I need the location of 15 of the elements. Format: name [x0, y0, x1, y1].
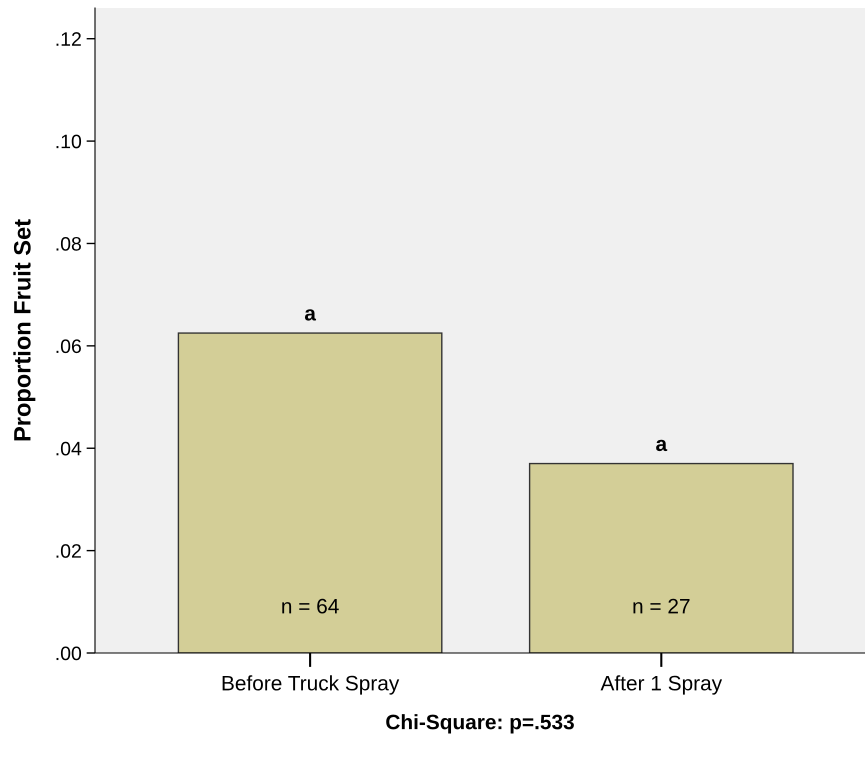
x-axis-title: Chi-Square: p=.533 — [386, 714, 574, 734]
x-tick-label: After 1 Spray — [600, 675, 722, 695]
x-tick-label: Before Truck Spray — [222, 675, 400, 695]
annotation: n = 27 — [633, 598, 690, 614]
y-tick-label: .10 — [56, 134, 82, 148]
y-axis-title: Proportion Fruit Set — [13, 219, 36, 440]
y-tick-label: .02 — [56, 544, 81, 558]
y-tick-label: .08 — [56, 236, 81, 251]
annotation: a — [304, 309, 316, 321]
y-tick-label: .12 — [56, 32, 81, 46]
annotation: a — [656, 440, 668, 452]
y-tick-label: .06 — [56, 339, 81, 354]
annotation: n = 64 — [282, 598, 339, 614]
y-tick-label: .04 — [56, 442, 82, 456]
y-tick-label: .00 — [56, 646, 82, 660]
